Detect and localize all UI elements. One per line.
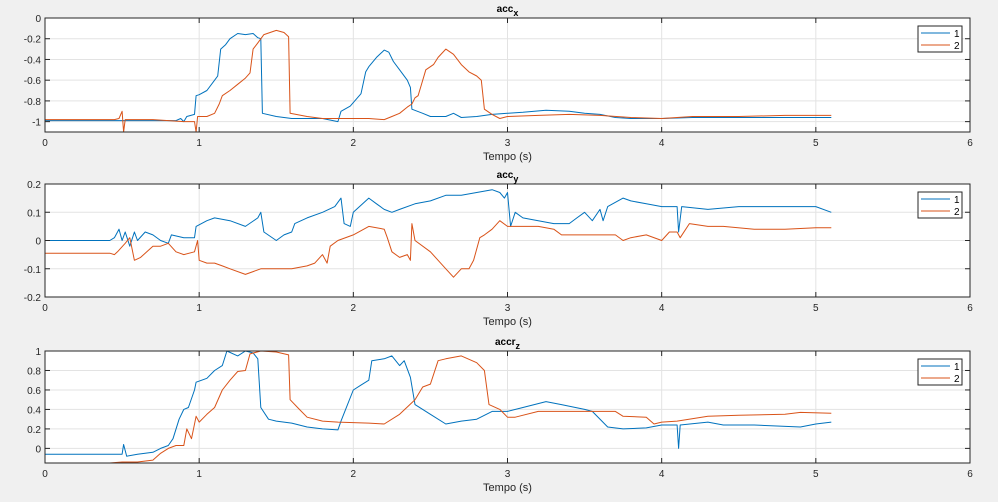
x-tick-label: 3: [505, 138, 511, 149]
y-tick-label: -0.1: [24, 265, 42, 276]
x-axis-label: Tempo (s): [483, 482, 532, 494]
title-main: acc: [497, 4, 514, 15]
y-tick-label: 0: [35, 14, 41, 25]
x-tick-label: 0: [42, 469, 48, 480]
x-tick-label: 5: [813, 303, 819, 314]
legend: 12: [917, 25, 963, 53]
x-tick-label: 6: [967, 303, 973, 314]
y-tick-label: 0.1: [27, 208, 41, 219]
x-axis-label: Tempo (s): [483, 316, 532, 328]
y-tick-label: 0.6: [27, 386, 41, 397]
x-tick-label: 4: [659, 303, 665, 314]
x-tick-label: 2: [351, 138, 357, 149]
title-subscript: y: [513, 174, 518, 184]
y-tick-label: -1: [32, 118, 41, 129]
x-tick-label: 0: [42, 303, 48, 314]
x-tick-label: 4: [659, 138, 665, 149]
x-tick-label: 0: [42, 138, 48, 149]
series-line-1: [45, 350, 832, 457]
chart-title: accrz: [495, 337, 521, 351]
x-tick-label: 2: [351, 469, 357, 480]
y-tick-label: 0.8: [27, 366, 41, 377]
y-tick-label: 0.2: [27, 425, 41, 436]
title-subscript: z: [516, 341, 521, 351]
y-tick-label: -0.4: [24, 55, 42, 66]
x-tick-label: 5: [813, 138, 819, 149]
title-subscript: x: [513, 8, 518, 18]
y-tick-label: -0.2: [24, 35, 42, 46]
title-main: accr: [495, 337, 516, 348]
x-tick-label: 3: [505, 303, 511, 314]
x-axis-label: Tempo (s): [483, 151, 532, 163]
x-tick-label: 1: [196, 469, 202, 480]
x-tick-label: 6: [967, 138, 973, 149]
series-line-2: [45, 220, 832, 278]
x-tick-label: 6: [967, 469, 973, 480]
y-tick-label: -0.2: [24, 293, 42, 304]
series-line-1: [45, 33, 832, 123]
legend-label: 1: [954, 29, 960, 40]
legend: 12: [917, 191, 963, 219]
legend-label: 1: [954, 195, 960, 206]
y-tick-label: 0.2: [27, 180, 41, 191]
y-tick-label: 0: [35, 237, 41, 248]
x-tick-label: 3: [505, 469, 511, 480]
title-main: acc: [497, 170, 514, 181]
x-tick-label: 1: [196, 138, 202, 149]
x-tick-label: 2: [351, 303, 357, 314]
legend-label: 2: [954, 207, 960, 218]
y-tick-label: -0.6: [24, 76, 42, 87]
legend-label: 1: [954, 362, 960, 373]
legend-box: [917, 358, 963, 386]
legend-label: 2: [954, 41, 960, 52]
legend: 12: [917, 358, 963, 386]
legend-box: [917, 191, 963, 219]
x-tick-label: 4: [659, 469, 665, 480]
x-tick-label: 1: [196, 303, 202, 314]
y-tick-label: 0: [35, 444, 41, 455]
series-line-2: [45, 350, 832, 464]
y-tick-label: 0.4: [27, 405, 41, 416]
x-tick-label: 5: [813, 469, 819, 480]
chart-title: accy: [497, 170, 519, 184]
series-line-2: [45, 29, 832, 133]
y-tick-label: 1: [35, 347, 41, 358]
chart-title: accx: [497, 4, 519, 18]
legend-label: 2: [954, 374, 960, 385]
legend-box: [917, 25, 963, 53]
y-tick-label: -0.8: [24, 97, 42, 108]
